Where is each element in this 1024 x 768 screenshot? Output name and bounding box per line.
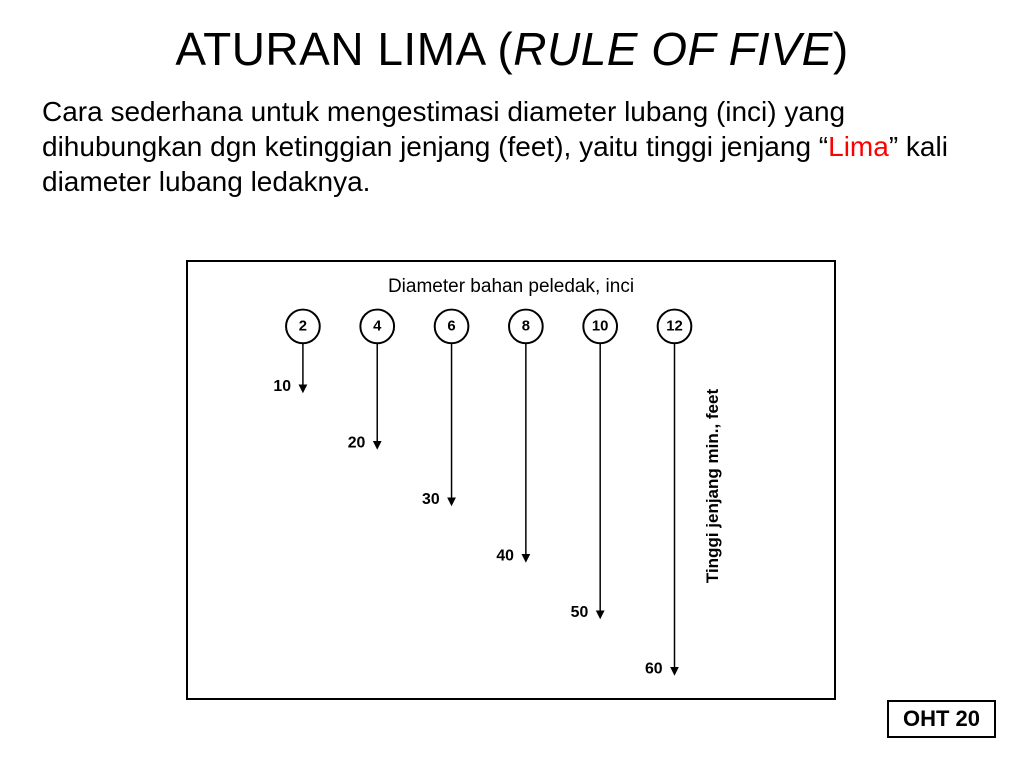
title-italic: RULE OF FIVE	[513, 23, 833, 75]
body-highlight: Lima	[828, 131, 889, 162]
depth-value: 20	[348, 435, 366, 452]
diameter-label: 2	[299, 318, 307, 334]
body-t1: Cara sederhana untuk mengestimasi diamet…	[42, 96, 845, 162]
body-paragraph: Cara sederhana untuk mengestimasi diamet…	[0, 76, 1024, 199]
depth-value: 40	[496, 547, 514, 564]
diameter-label: 10	[592, 318, 609, 334]
title-post: )	[833, 23, 849, 75]
slide-title: ATURAN LIMA (RULE OF FIVE)	[0, 0, 1024, 76]
depth-value: 10	[273, 378, 291, 395]
depth-value: 60	[645, 660, 663, 677]
title-pre: ATURAN LIMA (	[175, 23, 513, 75]
diameter-label: 6	[447, 318, 455, 334]
diagram-container: Diameter bahan peledak, inci Tinggi jenj…	[186, 260, 836, 700]
diameter-label: 8	[522, 318, 530, 334]
oht-label: OHT 20	[887, 700, 996, 738]
diameter-label: 4	[373, 318, 382, 334]
diagram-svg: 2 10 4 20 6 30 8 40 10 50 12 60	[188, 262, 834, 698]
depth-value: 50	[571, 604, 589, 621]
depth-value: 30	[422, 491, 440, 508]
diameter-label: 12	[666, 318, 683, 334]
